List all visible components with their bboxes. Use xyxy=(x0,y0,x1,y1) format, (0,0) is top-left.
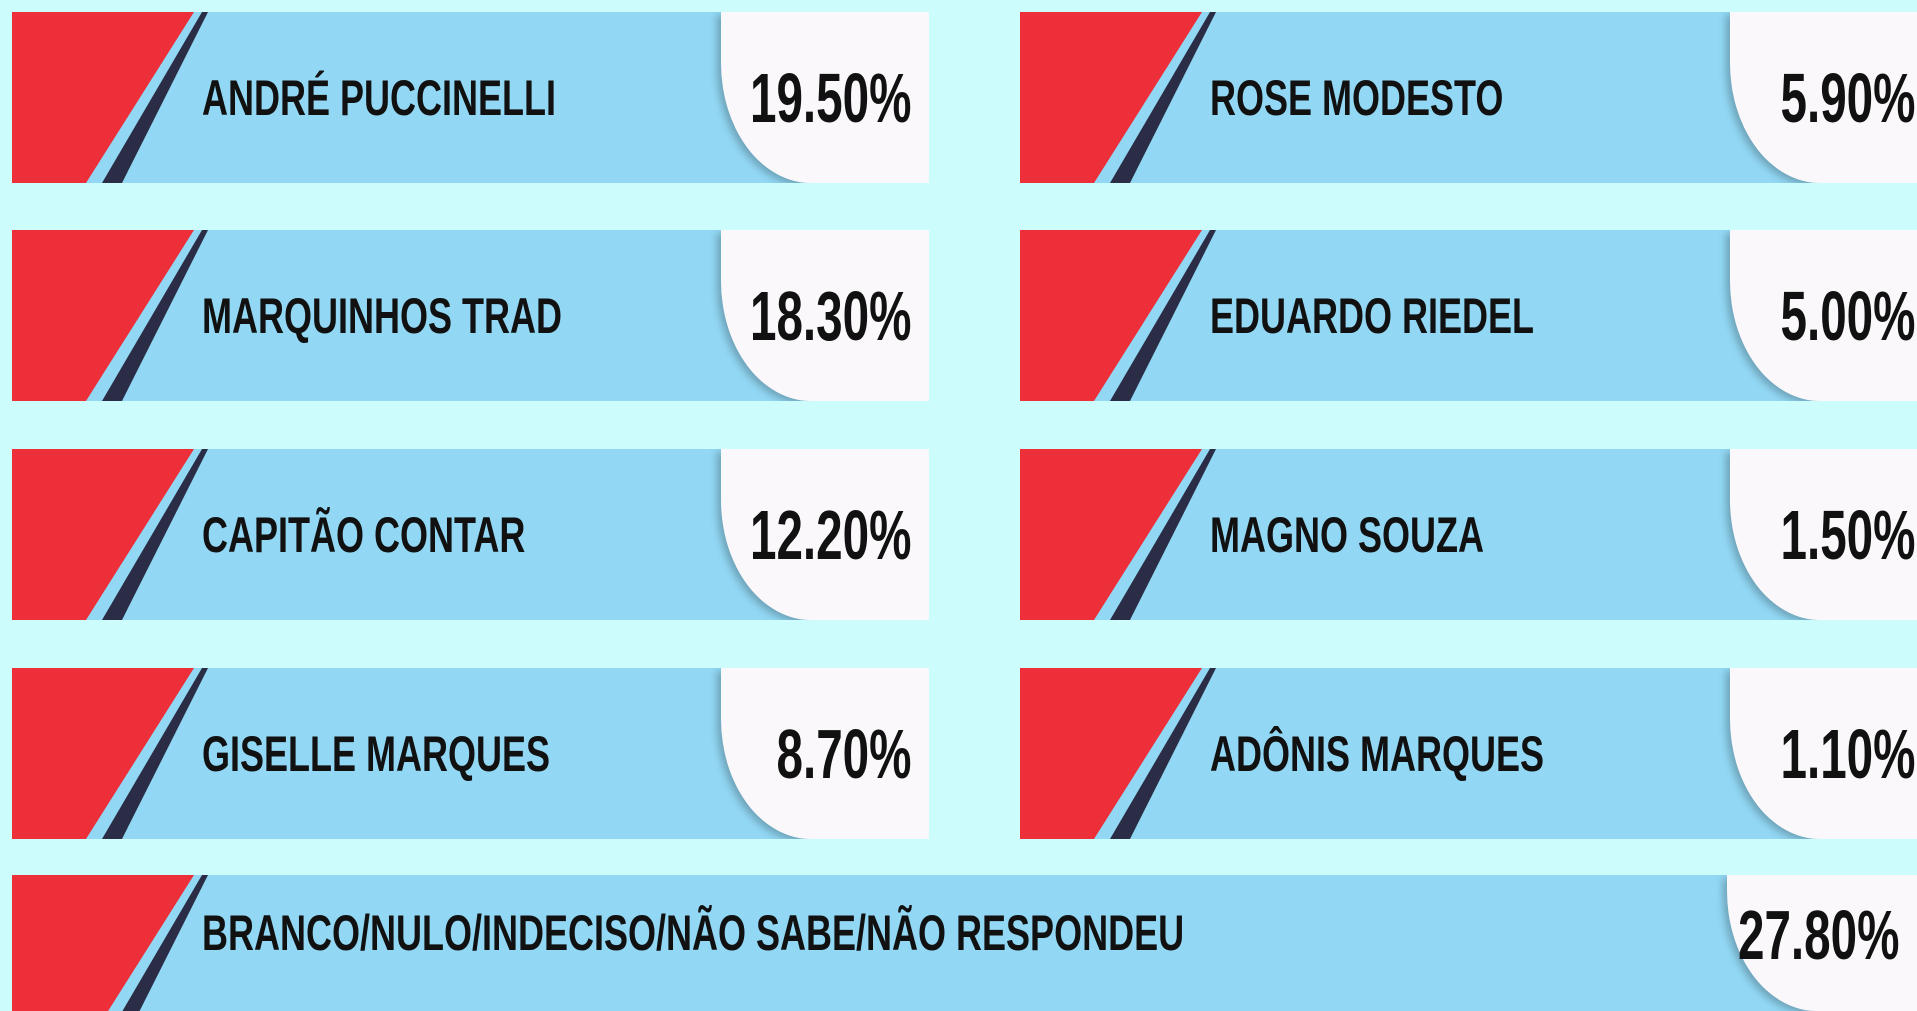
percent-tab: 12.20% xyxy=(721,449,929,620)
corner-decoration xyxy=(1020,12,1216,183)
candidate-name: GISELLE MARQUES xyxy=(202,725,551,782)
percent-tab: 5.90% xyxy=(1730,12,1917,183)
candidate-name: MAGNO SOUZA xyxy=(1210,506,1484,563)
percent-tab: 1.10% xyxy=(1730,668,1917,839)
result-card: MAGNO SOUZA 1.50% xyxy=(1020,449,1917,620)
shadow xyxy=(102,668,208,839)
percent-tab: 18.30% xyxy=(721,230,929,401)
percent-value: 12.20% xyxy=(749,495,911,574)
candidate-name: ROSE MODESTO xyxy=(1210,69,1504,126)
shadow xyxy=(1110,12,1216,183)
percent-value: 1.10% xyxy=(1780,714,1915,793)
result-card: EDUARDO RIEDEL 5.00% xyxy=(1020,230,1917,401)
corner-decoration xyxy=(12,668,208,839)
shadow xyxy=(1110,449,1216,620)
result-card: ROSE MODESTO 5.90% xyxy=(1020,12,1917,183)
shadow xyxy=(102,12,208,183)
percent-value: 19.50% xyxy=(749,58,911,137)
percent-tab: 1.50% xyxy=(1730,449,1917,620)
candidate-name: EDUARDO RIEDEL xyxy=(1210,287,1535,344)
corner-decoration xyxy=(12,230,208,401)
candidate-name: BRANCO/NULO/INDECISO/NÃO SABE/NÃO RESPON… xyxy=(202,905,1185,961)
result-card: ADÔNIS MARQUES 1.10% xyxy=(1020,668,1917,839)
corner-decoration xyxy=(1020,230,1216,401)
result-card: ANDRÉ PUCCINELLI 19.50% xyxy=(12,12,929,183)
corner-decoration xyxy=(1020,668,1216,839)
shadow xyxy=(122,875,208,1011)
percent-tab: 19.50% xyxy=(721,12,929,183)
percent-value: 5.00% xyxy=(1780,276,1915,355)
shadow xyxy=(102,449,208,620)
result-card: GISELLE MARQUES 8.70% xyxy=(12,668,929,839)
shadow xyxy=(1110,230,1216,401)
red-corner xyxy=(12,668,194,839)
shadow xyxy=(1110,668,1216,839)
percent-value: 5.90% xyxy=(1780,58,1915,137)
corner-decoration xyxy=(1020,449,1216,620)
corner-decoration xyxy=(12,12,208,183)
percent-value: 1.50% xyxy=(1780,495,1915,574)
result-card: CAPITÃO CONTAR 12.20% xyxy=(12,449,929,620)
red-corner xyxy=(12,230,194,401)
corner-decoration xyxy=(12,449,208,620)
red-corner xyxy=(1020,449,1202,620)
percent-value: 18.30% xyxy=(749,276,911,355)
shadow xyxy=(102,230,208,401)
result-card: BRANCO/NULO/INDECISO/NÃO SABE/NÃO RESPON… xyxy=(12,875,1917,1011)
corner-decoration xyxy=(12,875,208,1011)
candidate-name: MARQUINHOS TRAD xyxy=(202,287,562,344)
percent-value: 8.70% xyxy=(776,714,911,793)
red-corner xyxy=(12,449,194,620)
red-corner xyxy=(1020,12,1202,183)
percent-tab: 27.80% xyxy=(1727,875,1917,1011)
candidate-name: ADÔNIS MARQUES xyxy=(1210,725,1545,782)
percent-tab: 8.70% xyxy=(721,668,929,839)
red-corner xyxy=(12,12,194,183)
red-corner xyxy=(1020,230,1202,401)
percent-tab: 5.00% xyxy=(1730,230,1917,401)
red-corner xyxy=(12,875,194,1011)
percent-value: 27.80% xyxy=(1737,896,1899,974)
red-corner xyxy=(1020,668,1202,839)
result-card: MARQUINHOS TRAD 18.30% xyxy=(12,230,929,401)
candidate-name: ANDRÉ PUCCINELLI xyxy=(202,69,557,126)
candidate-name: CAPITÃO CONTAR xyxy=(202,506,526,563)
